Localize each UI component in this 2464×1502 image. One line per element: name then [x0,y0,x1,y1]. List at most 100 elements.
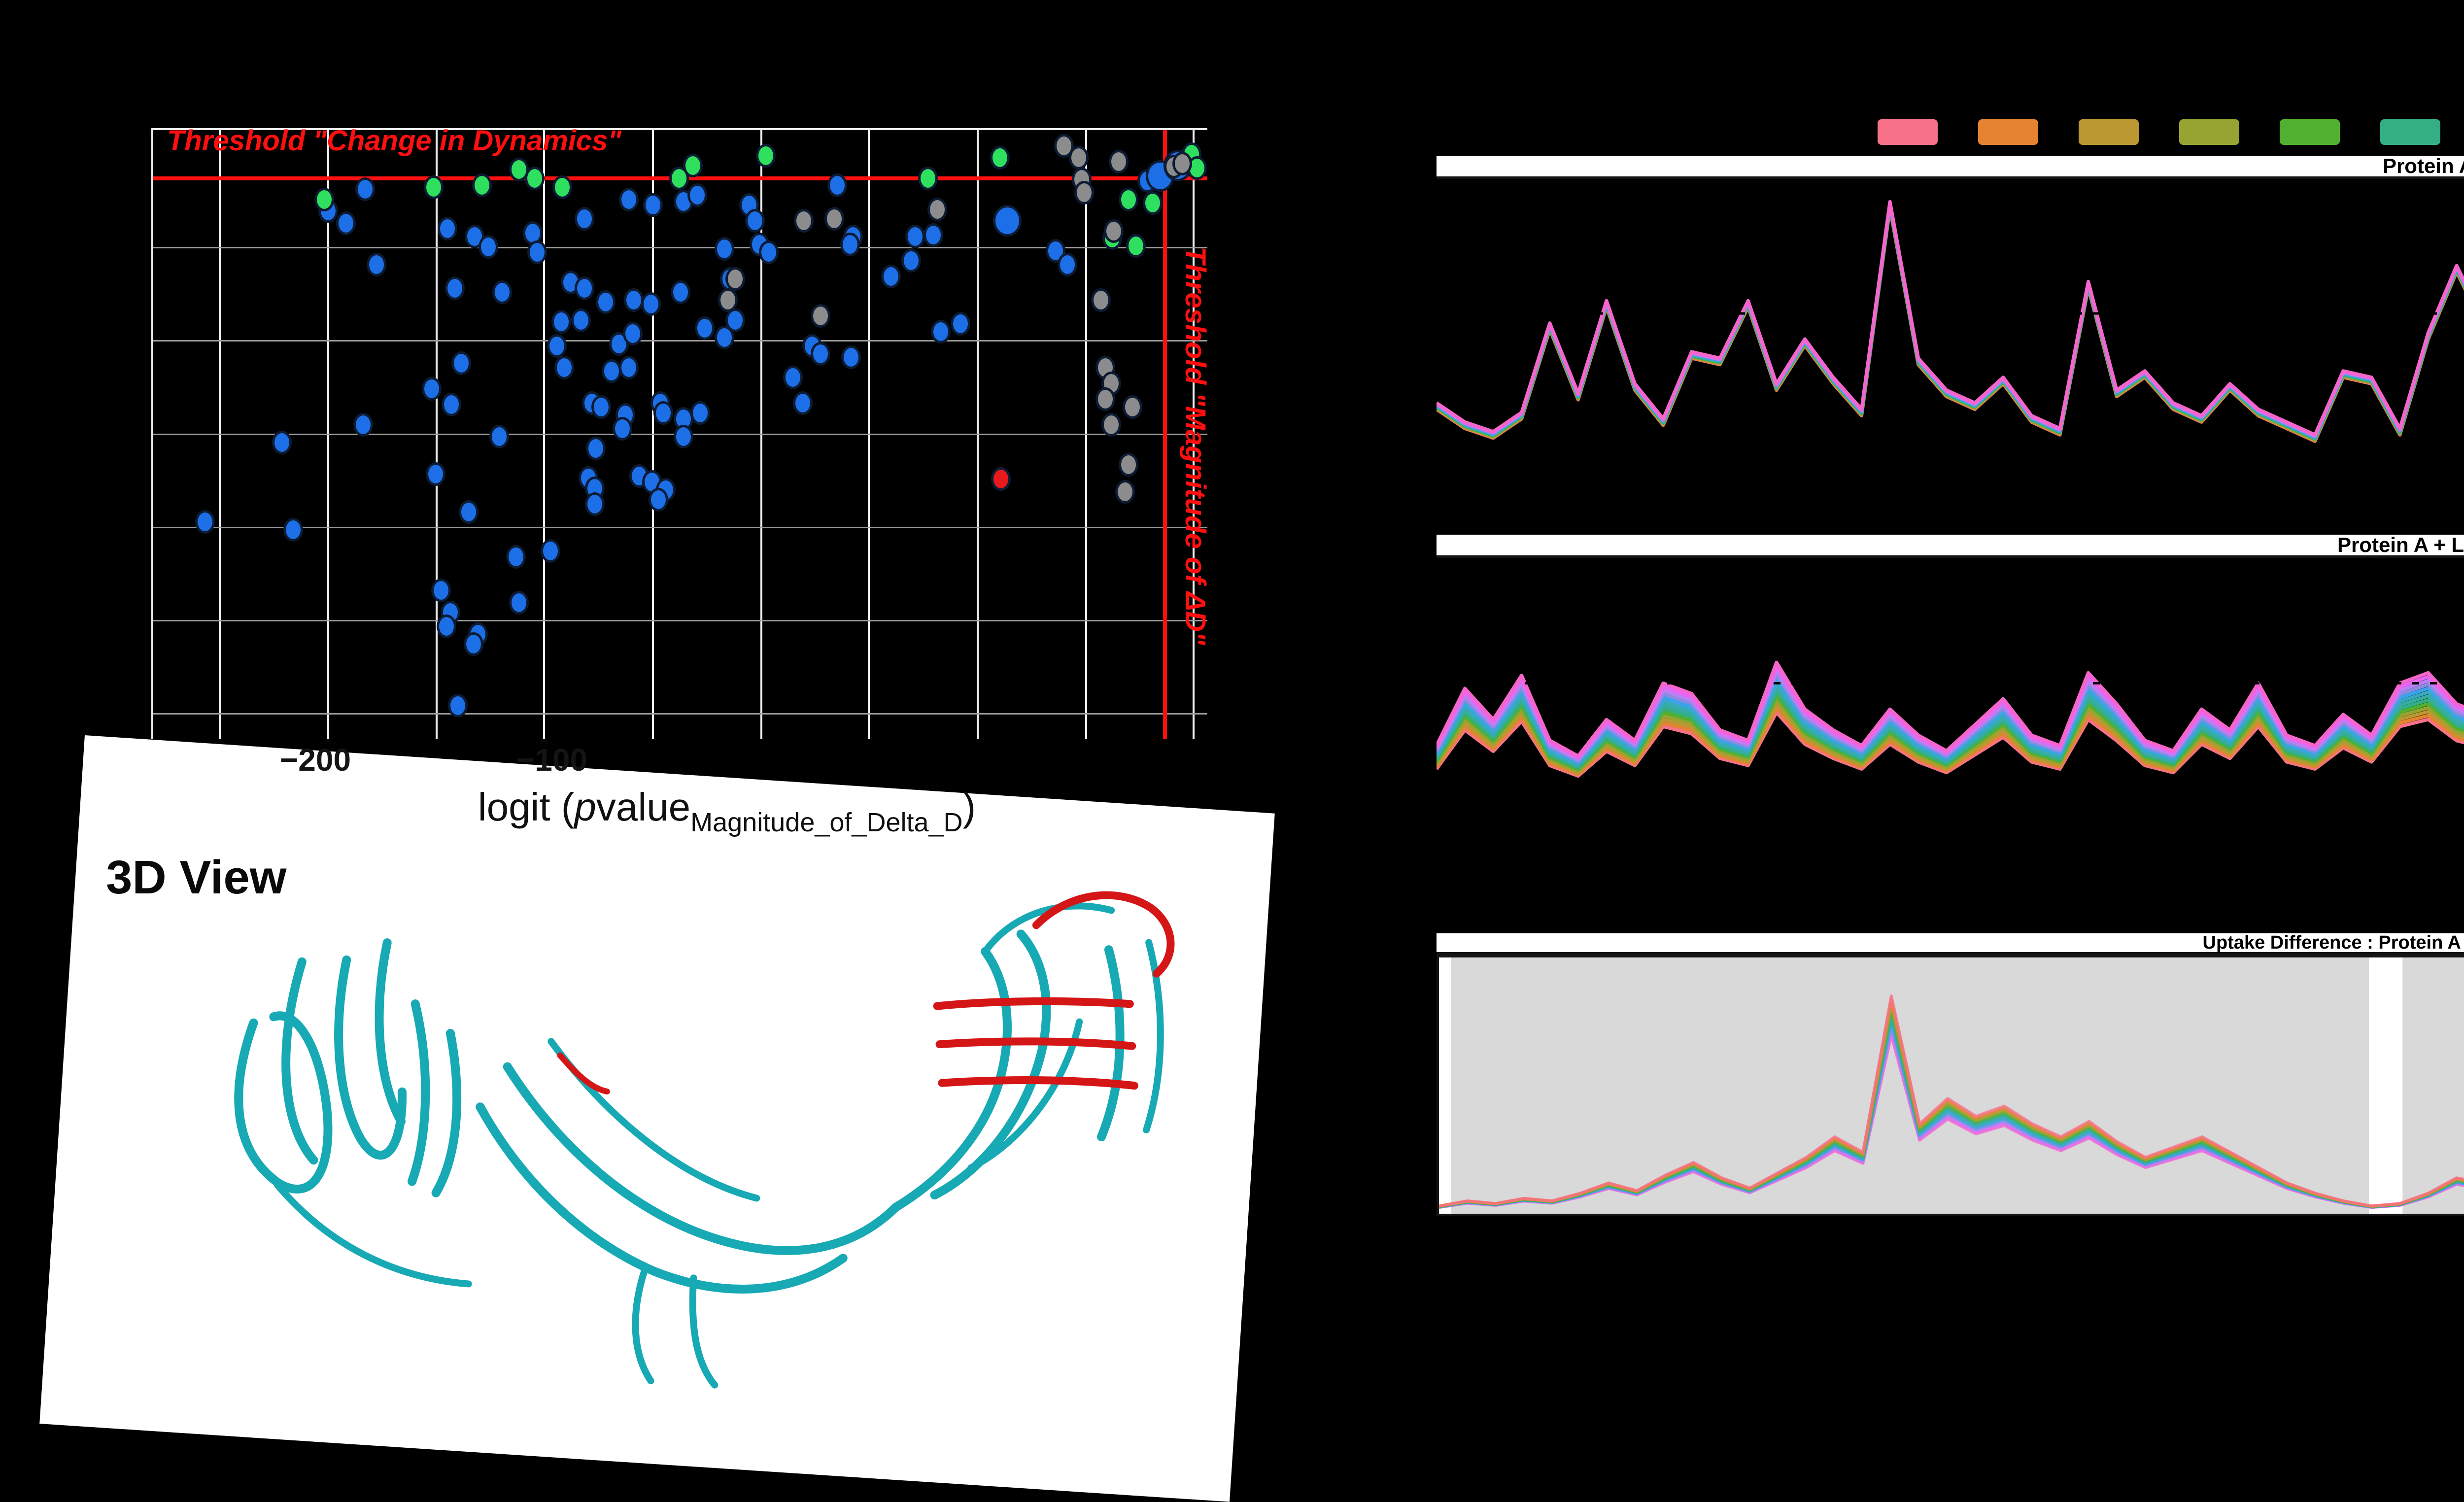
volcano-point-b[interactable] [687,183,707,207]
volcano-point-b[interactable] [451,351,471,375]
volcano-point-y[interactable] [718,288,738,312]
volcano-point-y[interactable] [1101,413,1121,437]
volcano-point-b[interactable] [438,217,457,240]
volcano-point-b[interactable] [426,462,445,486]
volcano-point-b[interactable] [554,356,574,379]
volcano-point-g[interactable] [525,167,545,190]
volcano-point-b[interactable] [585,492,605,516]
volcano-point-b[interactable] [901,249,921,273]
volcano-point-y[interactable] [1091,288,1111,312]
volcano-point-y[interactable] [1109,150,1129,173]
volcano-point-b[interactable] [464,632,483,656]
volcano-point-b[interactable] [431,579,451,602]
volcano-point-b[interactable] [272,431,292,454]
volcano-point-b[interactable] [881,265,901,288]
volcano-point-g[interactable] [314,188,334,211]
volcano-point-g[interactable] [1143,191,1163,215]
protein-a-uptake-chart[interactable] [1437,179,2464,499]
volcano-point-b[interactable] [674,425,693,448]
volcano-point-b[interactable] [506,545,526,569]
volcano-point-b[interactable] [619,356,639,379]
volcano-point-b[interactable] [571,308,591,332]
volcano-point-b[interactable] [905,225,925,248]
volcano-point-b[interactable] [596,290,616,314]
volcano-point-b[interactable] [671,280,690,304]
volcano-point-b[interactable] [715,326,734,349]
volcano-point-b[interactable] [649,488,668,512]
volcano-point-b[interactable] [492,280,512,304]
volcano-point-b[interactable] [1058,253,1077,276]
volcano-point-y[interactable] [1115,480,1135,504]
volcano-point-y[interactable] [1074,181,1094,205]
volcano-point-b[interactable] [355,177,375,201]
volcano-point-b[interactable] [745,209,765,233]
volcano-point-b[interactable] [619,188,639,211]
volcano-point-b[interactable] [613,417,632,441]
volcano-point-y[interactable] [1119,453,1138,477]
volcano-point-b[interactable] [695,316,715,340]
volcano-point-y[interactable] [1123,395,1142,419]
volcano-point-b[interactable] [527,240,547,264]
legend-swatch-timepoint-1[interactable] [1878,119,1938,145]
volcano-plot[interactable]: Threshold "Change in Dynamics" [151,128,1207,739]
volcano-point-b[interactable] [840,233,860,256]
volcano-point-b[interactable] [575,207,594,231]
volcano-point-g[interactable] [472,173,492,197]
volcano-point-b[interactable] [489,425,509,448]
legend-swatch-timepoint-3[interactable] [2079,119,2139,145]
volcano-point-g[interactable] [1126,234,1146,258]
volcano-point-y[interactable] [824,207,844,231]
volcano-point-b[interactable] [759,240,779,264]
volcano-point-g[interactable] [756,144,776,168]
volcano-point-b[interactable] [422,377,442,401]
volcano-point-b[interactable] [195,510,215,534]
volcano-point-y[interactable] [1104,219,1124,243]
volcano-point-b[interactable] [551,310,571,334]
volcano-point-r[interactable] [991,467,1011,491]
volcano-point-b[interactable] [591,395,611,419]
volcano-point-g[interactable] [424,175,444,199]
volcano-point-b[interactable] [586,437,606,460]
volcano-point-b[interactable] [336,211,356,235]
legend-swatch-timepoint-4[interactable] [2179,119,2239,145]
volcano-point-y[interactable] [1172,152,1192,175]
volcano-point-b[interactable] [509,591,529,614]
volcano-point-b[interactable] [437,614,456,638]
volcano-point-b[interactable] [448,694,468,717]
volcano-point-b[interactable] [479,235,498,259]
volcano-point-b[interactable] [783,366,803,389]
volcano-point-b[interactable] [353,413,373,437]
protein-a-ligand-uptake-chart[interactable] [1437,558,2464,819]
volcano-point-y[interactable] [811,304,830,328]
volcano-point-g[interactable] [683,154,703,177]
volcano-point-b[interactable] [641,292,661,316]
volcano-point-b[interactable] [643,193,663,217]
volcano-point-y[interactable] [725,267,745,291]
volcano-point-y[interactable] [1069,146,1089,170]
volcano-point-y[interactable] [927,198,947,221]
volcano-point-b[interactable] [951,312,970,336]
volcano-point-b[interactable] [841,345,861,369]
volcano-point-b[interactable] [811,342,830,366]
volcano-point-b[interactable] [283,518,303,542]
volcano-point-b[interactable] [827,173,847,197]
volcano-point-b[interactable] [367,253,386,276]
volcano-point-b[interactable] [602,359,621,383]
volcano-point-b[interactable] [715,237,734,261]
volcano-point-b[interactable] [459,500,479,524]
volcano-point-y[interactable] [794,209,814,233]
volcano-point-b[interactable] [541,539,560,563]
legend-swatch-timepoint-5[interactable] [2280,119,2340,145]
uptake-difference-chart[interactable] [1437,955,2464,1216]
legend-swatch-timepoint-2[interactable] [1978,119,2038,145]
volcano-point-b[interactable] [442,393,461,416]
volcano-point-g[interactable] [918,167,938,190]
volcano-point-b[interactable] [575,276,594,300]
volcano-point-b[interactable] [931,320,951,343]
volcano-point-b[interactable] [547,334,567,358]
volcano-point-b[interactable] [993,205,1022,237]
volcano-point-b[interactable] [623,322,643,345]
volcano-point-g[interactable] [1119,188,1138,211]
volcano-point-b[interactable] [624,288,644,312]
volcano-point-b[interactable] [653,401,673,425]
